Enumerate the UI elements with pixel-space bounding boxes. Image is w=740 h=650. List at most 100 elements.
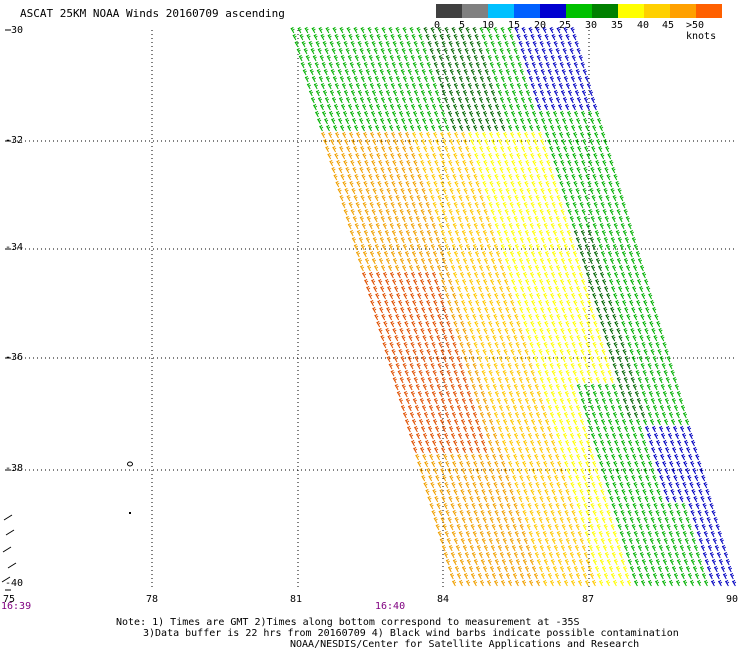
wind-barb bbox=[555, 453, 560, 461]
wind-barb bbox=[371, 278, 376, 286]
wind-barb bbox=[584, 411, 590, 419]
wind-barb bbox=[527, 551, 532, 559]
wind-barb bbox=[548, 502, 553, 510]
wind-barb bbox=[476, 89, 482, 97]
wind-barb bbox=[436, 453, 441, 461]
wind-barb bbox=[569, 47, 574, 55]
wind-barb bbox=[498, 306, 503, 314]
wind-barb bbox=[422, 117, 427, 125]
wind-barb bbox=[643, 397, 648, 405]
wind-barb bbox=[646, 432, 652, 440]
wind-barb bbox=[333, 103, 339, 111]
wind-barb bbox=[353, 194, 358, 202]
wind-barb bbox=[366, 285, 371, 293]
wind-barb bbox=[373, 96, 379, 104]
wind-barb bbox=[429, 502, 434, 510]
wind-barb bbox=[550, 390, 555, 398]
wind-barb bbox=[564, 509, 569, 517]
wind-speed-legend bbox=[436, 4, 722, 18]
wind-barb bbox=[581, 327, 586, 335]
wind-barb bbox=[415, 334, 420, 342]
wind-barb bbox=[535, 579, 541, 587]
wind-barb bbox=[479, 75, 484, 83]
wind-barb bbox=[528, 194, 533, 202]
wind-barb bbox=[549, 75, 554, 83]
wind-barb bbox=[471, 264, 477, 272]
wind-barb bbox=[572, 33, 577, 41]
wind-barb bbox=[581, 257, 587, 265]
wind-barb bbox=[462, 425, 468, 433]
wind-barb bbox=[438, 509, 443, 517]
wind-barb bbox=[548, 166, 553, 174]
wind-barb bbox=[585, 460, 590, 468]
wind-barb bbox=[609, 208, 614, 216]
wind-barb bbox=[463, 138, 468, 146]
wind-barb bbox=[458, 530, 463, 538]
wind-barb bbox=[423, 481, 428, 489]
wind-barb bbox=[564, 103, 570, 111]
wind-barb bbox=[399, 89, 405, 97]
wind-barb bbox=[603, 138, 608, 146]
wind-barb bbox=[556, 194, 561, 202]
wind-barb bbox=[565, 320, 570, 328]
wind-barb bbox=[549, 411, 555, 419]
wind-barb bbox=[546, 376, 551, 384]
wind-barb bbox=[502, 320, 507, 328]
wind-barb bbox=[545, 110, 551, 118]
wind-barb bbox=[447, 467, 452, 475]
wind-barb bbox=[612, 579, 618, 587]
wind-barb bbox=[412, 180, 417, 188]
wind-barb bbox=[445, 103, 451, 111]
wind-barb bbox=[457, 551, 462, 559]
wind-barb bbox=[589, 138, 594, 146]
wind-barb bbox=[600, 152, 605, 160]
wind-barb bbox=[562, 432, 568, 440]
wind-barb bbox=[609, 495, 614, 503]
wind-barb bbox=[504, 40, 509, 48]
wind-barb bbox=[546, 495, 551, 503]
wind-barb bbox=[522, 390, 527, 398]
wind-barb bbox=[663, 439, 668, 447]
wind-barb bbox=[501, 390, 506, 398]
wind-barb bbox=[555, 47, 560, 55]
wind-barb bbox=[394, 215, 399, 223]
wind-barb bbox=[500, 75, 505, 83]
wind-barb bbox=[456, 306, 461, 314]
wind-barb bbox=[407, 236, 412, 244]
wind-barb bbox=[618, 334, 623, 342]
wind-barb bbox=[384, 229, 389, 237]
wind-barb bbox=[565, 537, 570, 545]
wind-barb bbox=[378, 89, 384, 97]
wind-barb bbox=[578, 558, 583, 566]
wind-barb bbox=[422, 453, 427, 461]
wind-barb bbox=[364, 257, 370, 265]
wind-barb bbox=[308, 40, 313, 48]
wind-barb bbox=[538, 180, 543, 188]
wind-barb bbox=[607, 418, 613, 426]
legend-label: 5 bbox=[459, 20, 466, 31]
wind-barb bbox=[408, 432, 414, 440]
wind-barb bbox=[442, 68, 447, 76]
wind-barb bbox=[601, 180, 606, 188]
wind-barb bbox=[541, 551, 546, 559]
wind-barb bbox=[544, 369, 549, 377]
wind-barb bbox=[565, 152, 570, 160]
wind-barb bbox=[482, 180, 487, 188]
wind-barb bbox=[427, 446, 432, 454]
wind-barb bbox=[516, 33, 521, 41]
wind-barb bbox=[579, 439, 584, 447]
wind-barb bbox=[507, 481, 512, 489]
wind-barb bbox=[464, 502, 469, 510]
wind-barb bbox=[520, 264, 526, 272]
wind-barb bbox=[452, 54, 457, 62]
wind-barb bbox=[600, 537, 605, 545]
wind-barb bbox=[497, 278, 502, 286]
wind-barb bbox=[294, 40, 299, 48]
wind-barb bbox=[530, 418, 536, 426]
wind-barb bbox=[449, 404, 455, 412]
wind-barb bbox=[690, 558, 695, 566]
wind-barb bbox=[568, 236, 573, 244]
wind-barb bbox=[653, 383, 658, 391]
wind-barb bbox=[456, 523, 461, 531]
wind-barb bbox=[650, 467, 655, 475]
